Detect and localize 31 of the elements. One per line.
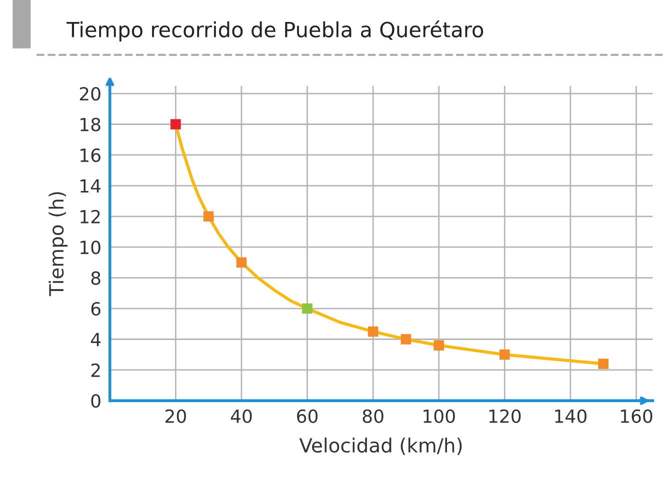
- x-tick-label: 60: [297, 409, 318, 423]
- x-tick-label: 120: [489, 409, 521, 423]
- y-tick-label: 2: [91, 363, 100, 377]
- x-tick-label: 80: [362, 409, 384, 423]
- chart-title: Tiempo recorrido de Puebla a Querétaro: [66, 20, 484, 42]
- y-tick-label: 14: [80, 179, 101, 193]
- y-tick-label: 18: [80, 118, 100, 132]
- x-tick-label: 140: [555, 409, 586, 423]
- point: [302, 303, 312, 314]
- y-tick-label: 6: [91, 302, 100, 316]
- y-tick-label: 8: [91, 271, 100, 285]
- point: [203, 211, 214, 222]
- y-tick-label: 20: [80, 87, 100, 101]
- x-tick-label: 40: [230, 409, 252, 423]
- x-tick-label: 160: [620, 409, 652, 423]
- point: [400, 334, 412, 344]
- x-tick-label: 20: [166, 409, 186, 423]
- y-tick-label: 0: [91, 394, 100, 408]
- x-axis-title: Velocidad (km/h): [299, 438, 462, 455]
- y-tick-label: 16: [80, 148, 100, 162]
- y-tick-label: 12: [80, 210, 100, 224]
- point: [236, 257, 247, 268]
- point: [434, 340, 444, 351]
- y-axis-title: Tiempo (h): [48, 192, 68, 296]
- point: [368, 326, 378, 337]
- point: [170, 119, 181, 130]
- y-tick-label: 10: [80, 240, 100, 254]
- x-tick-label: 100: [424, 409, 455, 423]
- y-tick-label: 4: [90, 332, 101, 346]
- point: [598, 358, 608, 369]
- point: [499, 349, 510, 360]
